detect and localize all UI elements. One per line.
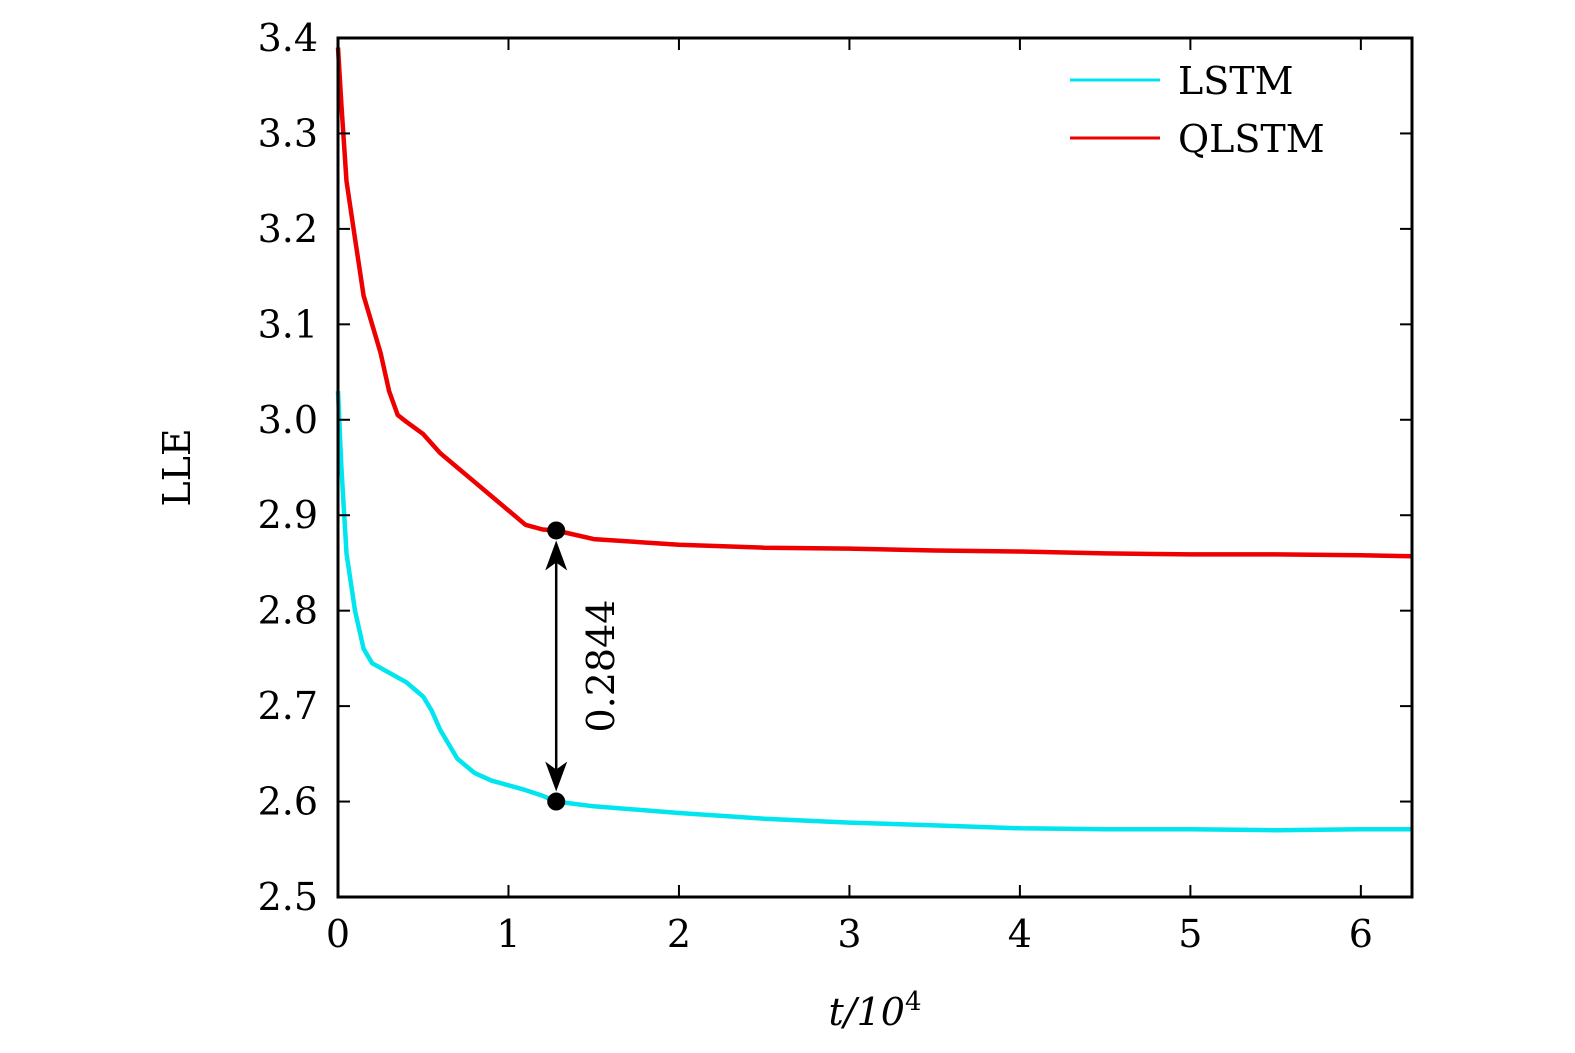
y-tick-label: 2.7: [258, 684, 318, 728]
annotation-arrowhead-down: [545, 761, 568, 792]
annotation-point-top: [547, 521, 566, 540]
x-tick-label: 1: [496, 912, 520, 956]
x-tick-label: 2: [667, 912, 691, 956]
y-tick-label: 3.3: [258, 111, 318, 155]
x-axis-label: t/104: [829, 987, 922, 1034]
y-tick-label: 2.8: [258, 589, 318, 633]
annotation-arrowhead-up: [545, 540, 568, 571]
y-tick-label: 3.1: [258, 302, 318, 346]
x-tick-label: 5: [1178, 912, 1202, 956]
y-tick-label: 2.6: [258, 780, 318, 824]
legend-label-qlstm: QLSTM: [1178, 117, 1325, 161]
x-tick-label: 6: [1349, 912, 1373, 956]
y-tick-label: 2.9: [258, 493, 318, 537]
legend-label-lstm: LSTM: [1178, 59, 1294, 103]
x-tick-label: 0: [326, 912, 350, 956]
y-tick-label: 3.4: [258, 16, 318, 60]
series-line-lstm: [335, 390, 1412, 833]
x-axis-label-text: t/10: [829, 990, 905, 1034]
x-axis-label-exponent: 4: [905, 987, 922, 1017]
legend: LSTM QLSTM: [1070, 59, 1325, 161]
y-axis-label: LLE: [155, 428, 199, 506]
y-tick-label: 2.5: [258, 875, 318, 919]
series-line-qlstm: [335, 47, 1413, 559]
axis-ticks: 0 1 2 3 4 5 6 2.5 2.6 2.7 2.8 2.9 3.0 3.1 3.2 3.3 3.4: [258, 16, 1412, 956]
x-tick-label: 3: [837, 912, 861, 956]
x-tick-label: 4: [1008, 912, 1032, 956]
series-layer: [335, 47, 1413, 833]
plot-frame: [336, 36, 1414, 899]
gap-annotation: 0.2844: [545, 521, 623, 811]
y-tick-label: 3.2: [258, 207, 318, 251]
annotation-label: 0.2844: [579, 600, 623, 733]
y-tick-label: 3.0: [258, 398, 318, 442]
annotation-point-bottom: [547, 792, 566, 811]
